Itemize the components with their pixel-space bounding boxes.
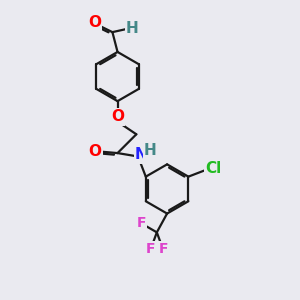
- Text: F: F: [158, 242, 168, 256]
- Text: Cl: Cl: [205, 161, 221, 176]
- Text: F: F: [146, 242, 155, 256]
- Text: O: O: [88, 15, 101, 30]
- Text: F: F: [136, 216, 146, 230]
- Text: H: H: [144, 143, 157, 158]
- Text: O: O: [88, 143, 101, 158]
- Text: O: O: [111, 110, 124, 124]
- Text: N: N: [135, 147, 148, 162]
- Text: H: H: [126, 20, 139, 35]
